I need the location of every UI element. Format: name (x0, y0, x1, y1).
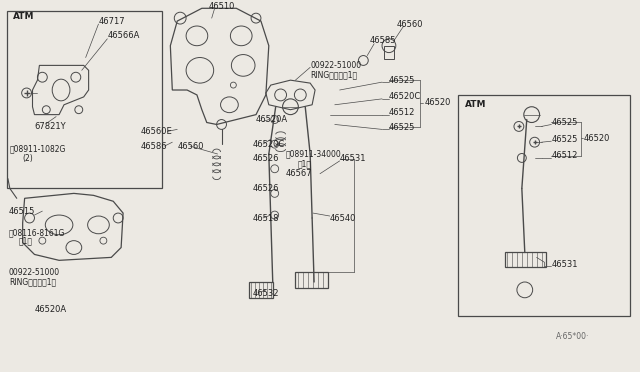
Text: 46531: 46531 (340, 154, 366, 163)
Text: ATM: ATM (465, 100, 486, 109)
Text: 46586: 46586 (141, 142, 168, 151)
Text: 46532: 46532 (253, 289, 280, 298)
Text: Ⓓ08116-8161G: Ⓓ08116-8161G (9, 228, 65, 237)
Text: 46525: 46525 (389, 76, 415, 85)
Bar (458, 95, 630, 317)
Text: 46518: 46518 (253, 214, 280, 222)
Text: 46520A: 46520A (35, 305, 67, 314)
Text: ⓝ08911-34000: ⓝ08911-34000 (285, 150, 341, 158)
Text: 46520: 46520 (584, 134, 611, 143)
Text: 46525: 46525 (552, 118, 578, 127)
Text: 46515: 46515 (9, 206, 35, 216)
Text: 46512: 46512 (389, 108, 415, 117)
Text: ⓝ08911-1082G: ⓝ08911-1082G (10, 145, 66, 154)
Bar (7, 11, 163, 189)
Text: 67821Y: 67821Y (35, 122, 66, 131)
Text: 46540: 46540 (330, 214, 356, 222)
Text: 46526: 46526 (253, 184, 280, 193)
Text: 00922-51000: 00922-51000 (9, 267, 60, 277)
Text: 46520C: 46520C (253, 140, 285, 149)
Text: （1）: （1） (298, 159, 311, 169)
Text: 46510: 46510 (209, 2, 235, 11)
Text: RINGリング（1）: RINGリング（1） (310, 71, 357, 80)
Text: 46585: 46585 (369, 36, 396, 45)
Text: 46526: 46526 (253, 154, 280, 163)
Text: 46560: 46560 (397, 20, 423, 29)
Text: RINGリング（1）: RINGリング（1） (9, 278, 56, 286)
Text: A·65*00·: A·65*00· (556, 332, 589, 341)
Text: 46525: 46525 (389, 123, 415, 132)
Text: 46512: 46512 (552, 151, 578, 160)
Text: 46525: 46525 (552, 135, 578, 144)
Text: ATM: ATM (13, 12, 35, 21)
Text: 46520C: 46520C (389, 92, 421, 102)
Text: 46520: 46520 (424, 98, 451, 107)
Text: (2): (2) (22, 154, 33, 163)
Text: （1）: （1） (19, 236, 33, 245)
Text: 46567: 46567 (285, 169, 312, 178)
Text: 46560: 46560 (177, 142, 204, 151)
Text: 46566A: 46566A (108, 31, 140, 40)
Text: 46560E: 46560E (141, 127, 173, 136)
Text: 00922-51000: 00922-51000 (310, 61, 361, 70)
Text: 46717: 46717 (99, 17, 125, 26)
Text: 46520A: 46520A (256, 115, 288, 124)
Text: 46531: 46531 (552, 260, 578, 269)
